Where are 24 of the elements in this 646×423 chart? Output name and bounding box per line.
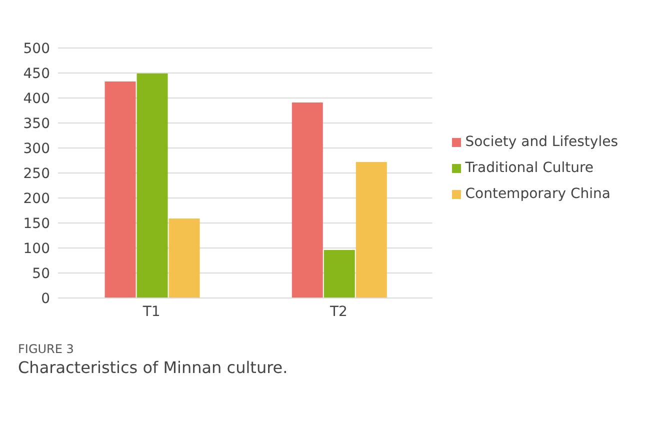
- caption: FIGURE 3: [18, 342, 75, 356]
- legend-label: Traditional Culture: [465, 159, 594, 178]
- legend-label: Contemporary China: [465, 185, 610, 204]
- bar: [136, 74, 168, 298]
- y-tick-label: 0: [41, 290, 50, 307]
- bar: [168, 218, 200, 298]
- bar: [356, 162, 387, 298]
- x-tick-label: T1: [142, 304, 160, 320]
- text: Characteristics of Minnan culture.: [18, 358, 289, 377]
- y-tick-label: 100: [23, 240, 50, 257]
- y-tick-label: 450: [23, 66, 50, 82]
- y-tick-label: 350: [23, 116, 50, 132]
- legend-label: Society and Lifestyles: [465, 133, 618, 152]
- x-tick-label: T2: [328, 304, 348, 320]
- y-tick-label: 500: [23, 40, 50, 57]
- y-tick-label: 250: [23, 166, 50, 182]
- y-tick-label: 400: [23, 90, 50, 107]
- y-tick-label: 150: [23, 216, 50, 232]
- bar: [324, 250, 355, 298]
- y-tick-label: 300: [23, 140, 50, 157]
- y-tick-label: 200: [23, 190, 50, 207]
- bar: [292, 102, 323, 298]
- bar: [104, 82, 136, 298]
- y-tick-label: 50: [32, 266, 50, 282]
